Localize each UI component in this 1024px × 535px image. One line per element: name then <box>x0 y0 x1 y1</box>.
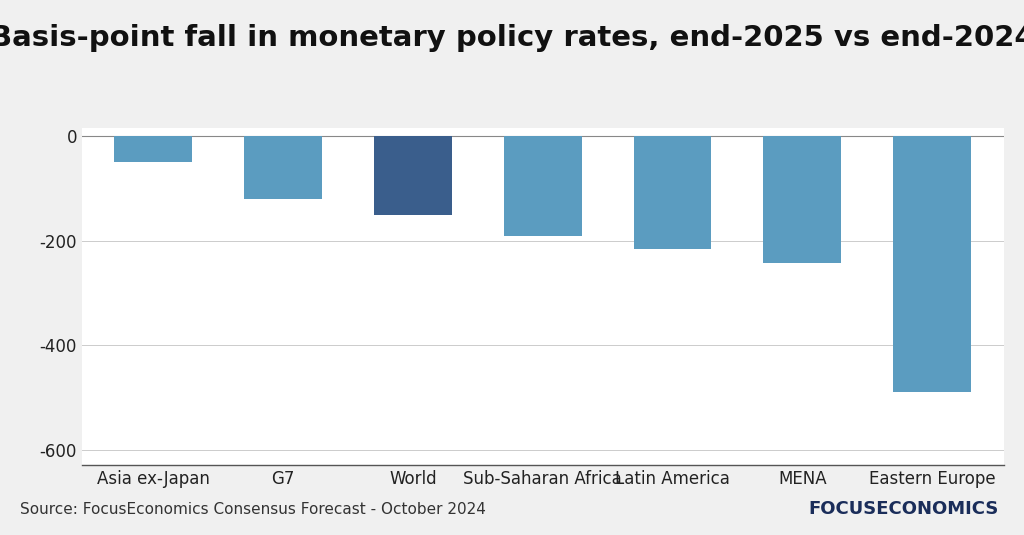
Bar <box>244 136 323 199</box>
Text: Source: FocusEconomics Consensus Forecast - October 2024: Source: FocusEconomics Consensus Forecas… <box>20 502 486 517</box>
Text: Basis-point fall in monetary policy rates, end-2025 vs end-2024: Basis-point fall in monetary policy rate… <box>0 24 1024 52</box>
Text: FOCUSECONOMICS: FOCUSECONOMICS <box>808 500 998 518</box>
Bar <box>374 136 452 215</box>
Bar <box>634 136 712 249</box>
Bar <box>763 136 842 263</box>
Bar <box>115 136 193 162</box>
Bar <box>893 136 971 392</box>
Bar <box>504 136 582 235</box>
